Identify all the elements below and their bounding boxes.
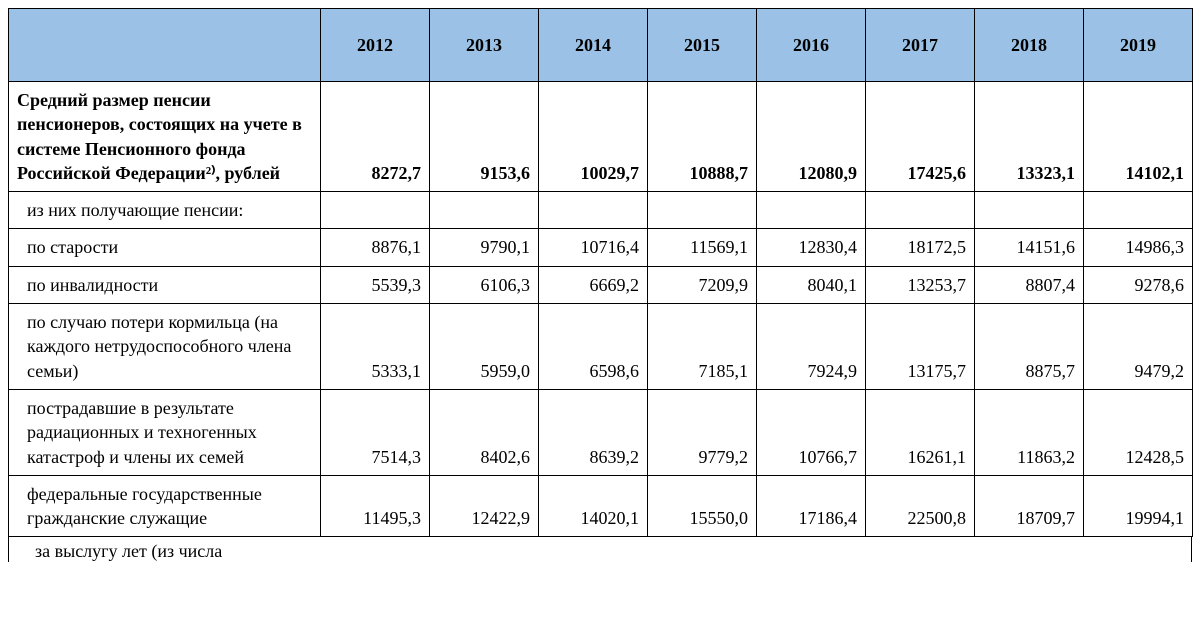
row-label: по инвалидности — [9, 266, 321, 303]
cell-value: 8876,1 — [321, 229, 430, 266]
cell-value: 13323,1 — [975, 82, 1084, 192]
cell-value: 16261,1 — [866, 389, 975, 475]
cell-value: 18172,5 — [866, 229, 975, 266]
row-label: из них получающие пенсии: — [9, 192, 321, 229]
table-row: по случаю потери кормильца (на каждого н… — [9, 304, 1193, 390]
cell-value: 5333,1 — [321, 304, 430, 390]
cell-value: 8807,4 — [975, 266, 1084, 303]
col-header-year: 2017 — [866, 9, 975, 82]
cell-value: 9479,2 — [1084, 304, 1193, 390]
cell-value: 6106,3 — [430, 266, 539, 303]
col-header-year: 2015 — [648, 9, 757, 82]
cell-value: 10888,7 — [648, 82, 757, 192]
col-header-year: 2014 — [539, 9, 648, 82]
cell-value: 11569,1 — [648, 229, 757, 266]
cell-value: 12080,9 — [757, 82, 866, 192]
cell-value: 22500,8 — [866, 475, 975, 537]
cell-value: 15550,0 — [648, 475, 757, 537]
table-row: из них получающие пенсии: — [9, 192, 1193, 229]
cell-value: 8639,2 — [539, 389, 648, 475]
table-row: пострадавшие в результате радиационных и… — [9, 389, 1193, 475]
cell-value: 10029,7 — [539, 82, 648, 192]
cell-value: 5959,0 — [430, 304, 539, 390]
cell-value — [757, 192, 866, 229]
cutoff-label: за выслугу лет (из числа — [9, 537, 1191, 562]
cell-value: 7924,9 — [757, 304, 866, 390]
cell-value: 11863,2 — [975, 389, 1084, 475]
col-header-year: 2016 — [757, 9, 866, 82]
cell-value: 19994,1 — [1084, 475, 1193, 537]
pension-table: 20122013201420152016201720182019 Средний… — [8, 8, 1193, 537]
cell-value: 12422,9 — [430, 475, 539, 537]
cell-value: 17186,4 — [757, 475, 866, 537]
table-row: по инвалидности5539,36106,36669,27209,98… — [9, 266, 1193, 303]
cell-value — [539, 192, 648, 229]
cell-value — [648, 192, 757, 229]
cell-value: 9278,6 — [1084, 266, 1193, 303]
cell-value: 7185,1 — [648, 304, 757, 390]
col-header-year: 2013 — [430, 9, 539, 82]
table-row: федеральные государственные гражданские … — [9, 475, 1193, 537]
table-body: Средний размер пенсии пенсионеров, состо… — [9, 82, 1193, 537]
col-header-year: 2019 — [1084, 9, 1193, 82]
cell-value — [866, 192, 975, 229]
cell-value: 12428,5 — [1084, 389, 1193, 475]
cell-value — [430, 192, 539, 229]
cell-value: 18709,7 — [975, 475, 1084, 537]
cell-value: 9153,6 — [430, 82, 539, 192]
table-header: 20122013201420152016201720182019 — [9, 9, 1193, 82]
cell-value: 12830,4 — [757, 229, 866, 266]
cutoff-row: за выслугу лет (из числа — [8, 537, 1192, 562]
table-row: Средний размер пенсии пенсионеров, состо… — [9, 82, 1193, 192]
cell-value: 5539,3 — [321, 266, 430, 303]
cell-value: 8402,6 — [430, 389, 539, 475]
cell-value: 8875,7 — [975, 304, 1084, 390]
row-label: по старости — [9, 229, 321, 266]
row-label: федеральные государственные гражданские … — [9, 475, 321, 537]
cell-value: 14020,1 — [539, 475, 648, 537]
cell-value: 10716,4 — [539, 229, 648, 266]
cell-value: 17425,6 — [866, 82, 975, 192]
cell-value — [1084, 192, 1193, 229]
table-row: по старости8876,19790,110716,411569,1128… — [9, 229, 1193, 266]
row-label: по случаю потери кормильца (на каждого н… — [9, 304, 321, 390]
cell-value: 14986,3 — [1084, 229, 1193, 266]
cell-value — [975, 192, 1084, 229]
col-header-year: 2018 — [975, 9, 1084, 82]
cell-value: 13253,7 — [866, 266, 975, 303]
cell-value: 8272,7 — [321, 82, 430, 192]
cell-value: 14151,6 — [975, 229, 1084, 266]
row-label: пострадавшие в результате радиационных и… — [9, 389, 321, 475]
cell-value: 13175,7 — [866, 304, 975, 390]
cell-value: 7209,9 — [648, 266, 757, 303]
cell-value: 9779,2 — [648, 389, 757, 475]
cell-value: 8040,1 — [757, 266, 866, 303]
cell-value: 9790,1 — [430, 229, 539, 266]
cell-value: 6598,6 — [539, 304, 648, 390]
cell-value: 7514,3 — [321, 389, 430, 475]
cell-value: 14102,1 — [1084, 82, 1193, 192]
col-header-blank — [9, 9, 321, 82]
cell-value: 10766,7 — [757, 389, 866, 475]
cell-value: 11495,3 — [321, 475, 430, 537]
cell-value — [321, 192, 430, 229]
col-header-year: 2012 — [321, 9, 430, 82]
row-label: Средний размер пенсии пенсионеров, состо… — [9, 82, 321, 192]
cell-value: 6669,2 — [539, 266, 648, 303]
